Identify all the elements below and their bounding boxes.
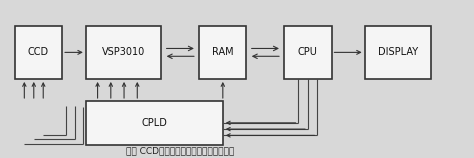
Bar [86,101,223,145]
Bar [199,26,246,79]
Text: RAM: RAM [212,47,234,57]
Bar [284,26,331,79]
Text: CCD: CCD [28,47,49,57]
Bar [86,26,161,79]
Text: CPU: CPU [298,47,318,57]
Text: CPLD: CPLD [141,118,167,128]
Bar [365,26,431,79]
Bar [15,26,62,79]
Text: DISPLAY: DISPLAY [378,47,418,57]
Text: 红外 CCD信号处理电路的一体化设计框图: 红外 CCD信号处理电路的一体化设计框图 [126,147,235,156]
Text: VSP3010: VSP3010 [102,47,145,57]
